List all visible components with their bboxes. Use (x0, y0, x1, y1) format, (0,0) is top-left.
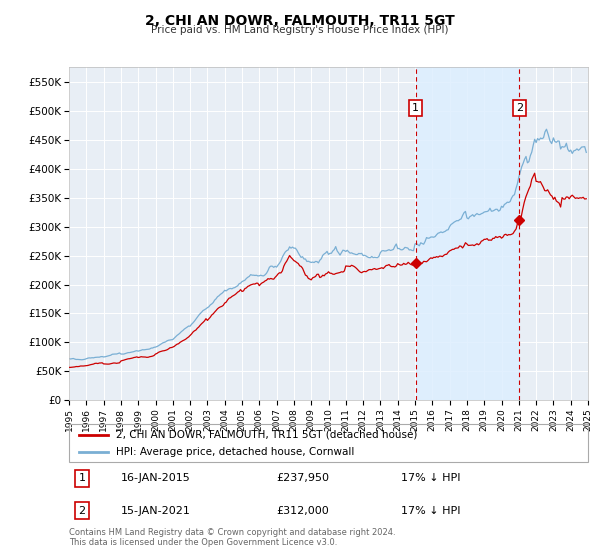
Text: £312,000: £312,000 (277, 506, 329, 516)
Bar (416, 67, 520, 400)
Text: 15-JAN-2021: 15-JAN-2021 (121, 506, 191, 516)
Text: 17% ↓ HPI: 17% ↓ HPI (401, 473, 461, 483)
Text: £237,950: £237,950 (277, 473, 329, 483)
Text: 1: 1 (79, 473, 85, 483)
Text: 16-JAN-2015: 16-JAN-2015 (121, 473, 191, 483)
Text: 2, CHI AN DOWR, FALMOUTH, TR11 5GT: 2, CHI AN DOWR, FALMOUTH, TR11 5GT (145, 14, 455, 28)
Text: HPI: Average price, detached house, Cornwall: HPI: Average price, detached house, Corn… (116, 447, 354, 457)
Text: 17% ↓ HPI: 17% ↓ HPI (401, 506, 461, 516)
Text: 2: 2 (79, 506, 86, 516)
Text: Price paid vs. HM Land Registry's House Price Index (HPI): Price paid vs. HM Land Registry's House … (151, 25, 449, 35)
Text: Contains HM Land Registry data © Crown copyright and database right 2024.
This d: Contains HM Land Registry data © Crown c… (69, 528, 395, 547)
Text: 1: 1 (412, 103, 419, 113)
Text: 2, CHI AN DOWR, FALMOUTH, TR11 5GT (detached house): 2, CHI AN DOWR, FALMOUTH, TR11 5GT (deta… (116, 430, 417, 440)
Text: 2: 2 (516, 103, 523, 113)
